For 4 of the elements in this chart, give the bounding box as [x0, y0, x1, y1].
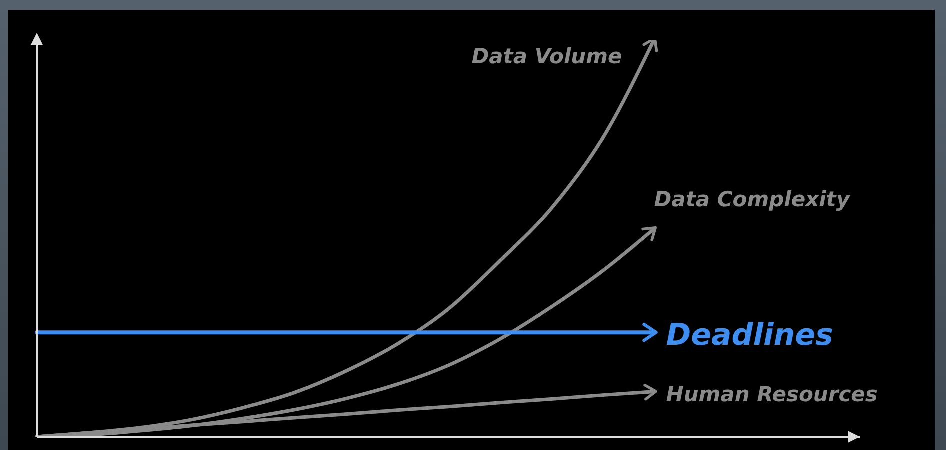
series-label: Data Complexity [654, 188, 852, 212]
series-label: Deadlines [666, 318, 834, 353]
series-label: Data Volume [472, 44, 622, 69]
series-label: Human Resources [666, 382, 878, 406]
